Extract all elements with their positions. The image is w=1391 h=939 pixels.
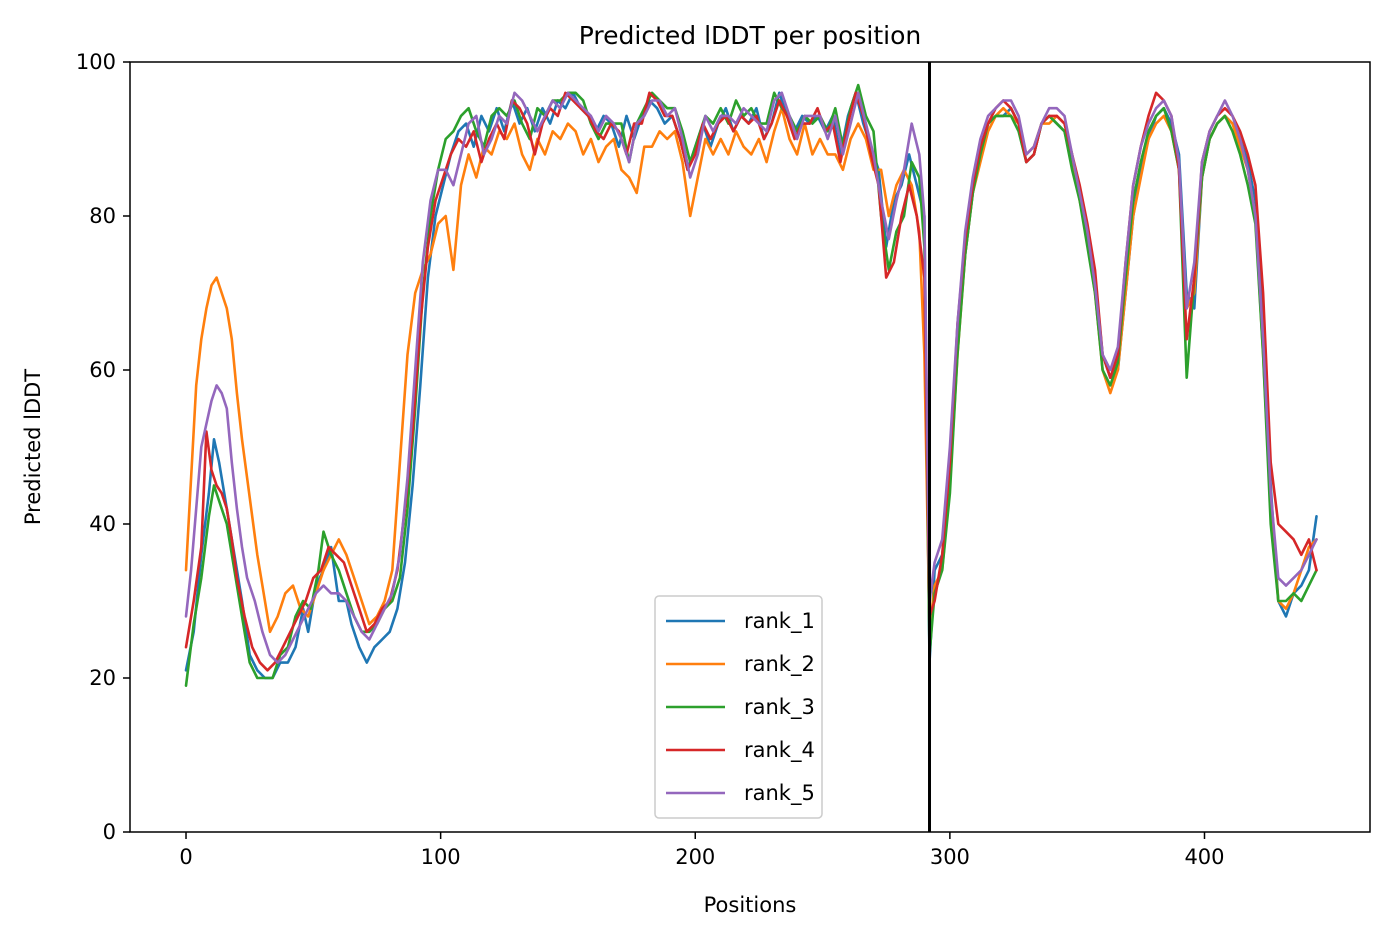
x-tick-label: 400 — [1184, 845, 1224, 869]
legend-label: rank_2 — [744, 652, 815, 677]
series-line-rank-2 — [184, 106, 1318, 634]
y-tick-label: 100 — [76, 50, 116, 74]
y-tick-label: 0 — [103, 820, 116, 844]
y-axis-title: Predicted lDDT — [21, 369, 45, 525]
legend: rank_1 rank_2 rank_3 rank_4 rank_5 — [654, 595, 823, 819]
x-axis-ticks: 0 100 200 300 400 — [179, 832, 1225, 869]
legend-label: rank_3 — [744, 695, 815, 720]
series-line-rank-1 — [184, 91, 1318, 680]
y-tick-label: 80 — [89, 204, 116, 228]
y-tick-label: 40 — [89, 512, 116, 536]
x-tick-label: 0 — [179, 845, 192, 869]
legend-box — [654, 595, 823, 819]
y-tick-label: 60 — [89, 358, 116, 382]
chart-title: Predicted lDDT per position — [579, 21, 921, 50]
x-axis-title: Positions — [704, 893, 797, 917]
y-axis-ticks: 0 20 40 60 80 100 — [76, 50, 130, 844]
legend-label: rank_4 — [744, 738, 815, 763]
x-tick-label: 100 — [421, 845, 461, 869]
legend-label: rank_5 — [744, 781, 815, 806]
x-tick-label: 300 — [930, 845, 970, 869]
axes-frame — [129, 61, 1371, 833]
series-lines — [184, 83, 1318, 687]
series-line-rank-5 — [184, 91, 1318, 664]
y-tick-label: 20 — [89, 666, 116, 690]
x-tick-label: 200 — [675, 845, 715, 869]
legend-label: rank_1 — [744, 609, 815, 634]
